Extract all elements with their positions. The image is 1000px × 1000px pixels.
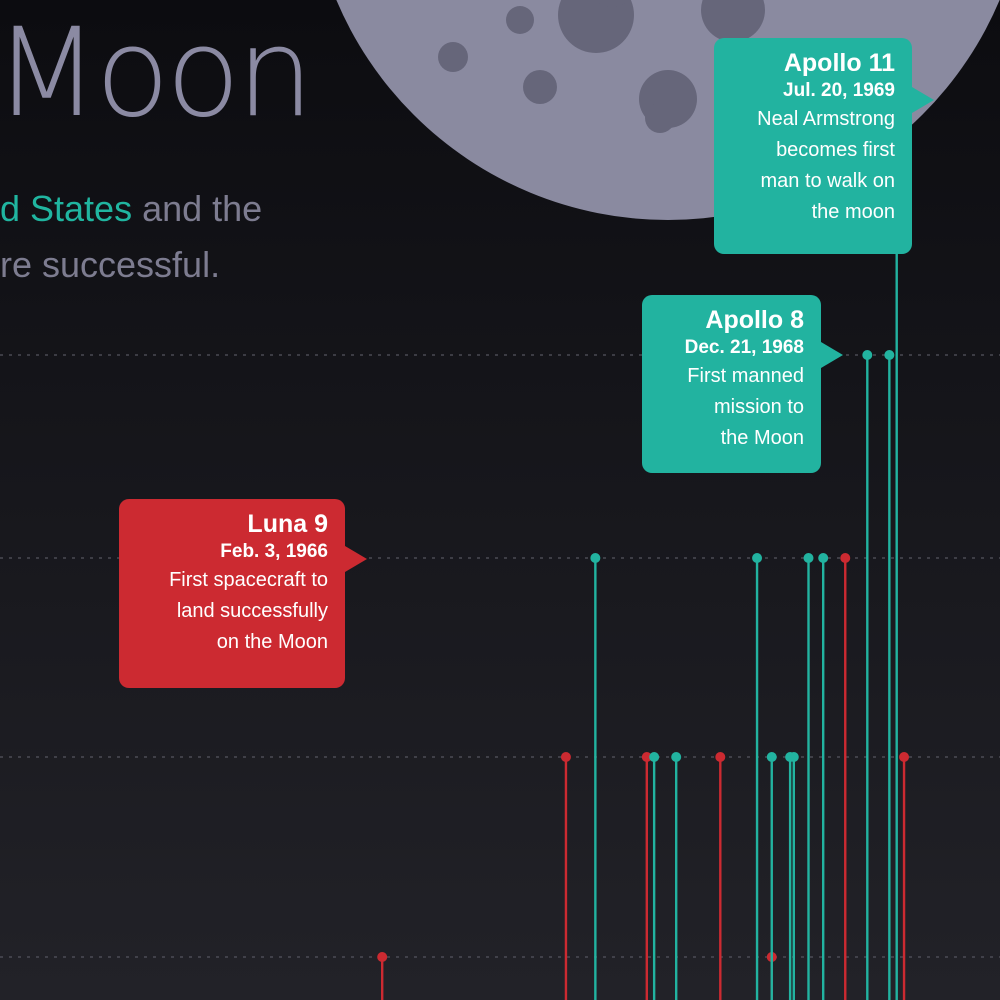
- callout-apollo-11: Apollo 11 Jul. 20, 1969 Neal Armstrong b…: [714, 38, 934, 254]
- page-title: Moon: [0, 2, 314, 144]
- chart-point: [649, 752, 660, 762]
- callout-name: Apollo 11: [783, 49, 895, 77]
- moon-crater: [438, 42, 468, 72]
- chart-point: [803, 553, 814, 563]
- subtitle-highlight: d States: [0, 188, 133, 229]
- subtitle: d States and the re successful.: [0, 181, 262, 293]
- callout-pointer: [912, 87, 934, 113]
- subtitle-line-1-rest: and the: [132, 188, 263, 229]
- moon-crater: [523, 70, 557, 104]
- callout-pointer: [345, 546, 367, 572]
- chart-point: [671, 752, 682, 762]
- callout-desc-line: land successfully: [176, 600, 328, 622]
- subtitle-line-1: d States and the: [0, 181, 262, 237]
- moon-crater: [701, 0, 765, 42]
- callout-desc-line: First spacecraft to: [169, 569, 328, 591]
- callout-name: Apollo 8: [705, 306, 804, 334]
- chart-point: [884, 350, 895, 360]
- chart-point: [766, 752, 777, 762]
- chart-point: [590, 553, 601, 563]
- chart-point: [862, 350, 873, 360]
- callout-desc-line: man to walk on: [760, 170, 895, 192]
- moon-crater: [594, 0, 630, 7]
- subtitle-line-2: re successful.: [0, 244, 221, 285]
- callout-desc-line: the Moon: [720, 427, 804, 449]
- callout-name: Luna 9: [247, 510, 328, 538]
- callout-date: Feb. 3, 1966: [220, 541, 328, 562]
- chart-point: [840, 553, 851, 563]
- chart-point: [715, 752, 726, 762]
- callout-pointer: [821, 342, 843, 368]
- chart-point: [560, 752, 571, 762]
- chart-point: [818, 553, 829, 563]
- callout-date: Jul. 20, 1969: [783, 80, 895, 101]
- callout-desc-line: the moon: [811, 201, 895, 223]
- chart-point: [377, 952, 388, 962]
- chart-point: [752, 553, 763, 563]
- callout-apollo-8: Apollo 8 Dec. 21, 1968 First manned miss…: [642, 295, 843, 473]
- callout-desc-line: becomes first: [776, 139, 895, 161]
- callout-desc-line: on the Moon: [216, 631, 328, 653]
- chart-point: [788, 752, 799, 762]
- callout-desc-line: Neal Armstrong: [757, 108, 895, 130]
- moon-crater: [645, 103, 675, 133]
- callout-luna-9: Luna 9 Feb. 3, 1966 First spacecraft to …: [119, 499, 367, 688]
- callout-date: Dec. 21, 1968: [684, 337, 804, 358]
- callout-desc-line: First manned: [687, 365, 804, 387]
- moon-crater: [506, 6, 534, 34]
- callout-desc-line: mission to: [713, 396, 804, 418]
- moon-crater: [558, 0, 634, 53]
- chart-point: [641, 752, 652, 762]
- chart-point: [899, 752, 910, 762]
